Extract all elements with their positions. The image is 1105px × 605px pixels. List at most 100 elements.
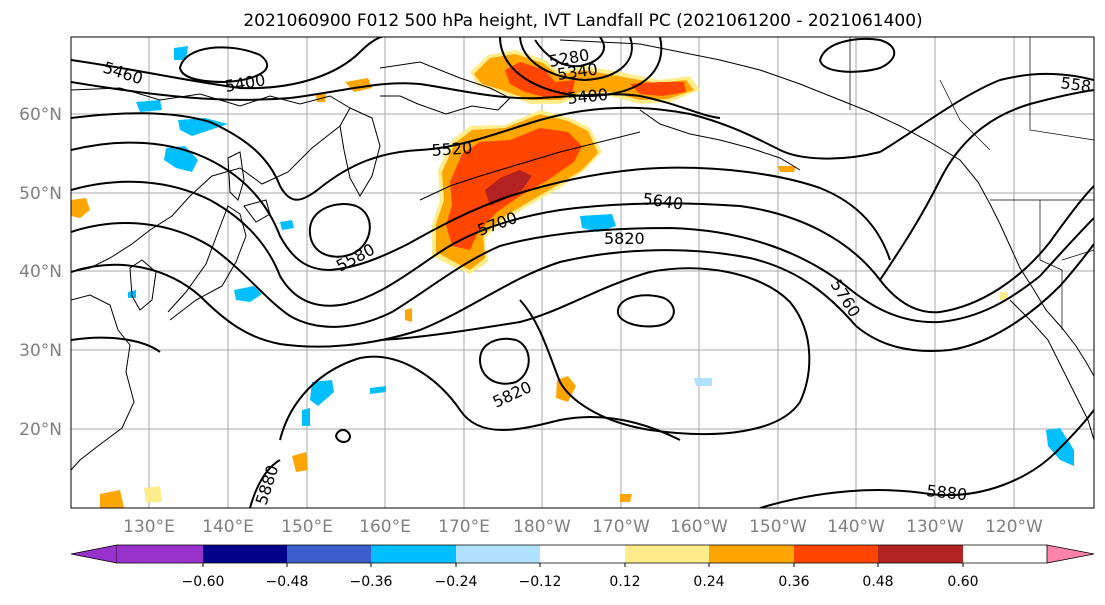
longitude-label: 160°W bbox=[670, 517, 728, 537]
ivt-neg-12 bbox=[694, 378, 712, 386]
colorbar-tick-label: 0.36 bbox=[778, 574, 809, 590]
coast-aleutians bbox=[419, 131, 641, 201]
colorbar-tick-label: −0.48 bbox=[266, 574, 309, 590]
colorbar-box bbox=[203, 545, 287, 563]
contour-east-loop bbox=[818, 38, 896, 73]
contour-sw-880 bbox=[249, 459, 281, 508]
contour-label-558: 558 bbox=[1059, 73, 1092, 96]
height-contours bbox=[71, 37, 1094, 508]
colorbar-box bbox=[287, 545, 371, 563]
contour-5820 bbox=[71, 267, 811, 436]
coast-korea bbox=[129, 259, 157, 311]
latitude-label: 20°N bbox=[19, 420, 62, 440]
colorbar-tick-label: 0.24 bbox=[693, 574, 724, 590]
contour-east-north-2 bbox=[879, 89, 1094, 281]
colorbar-box bbox=[878, 545, 963, 563]
longitude-label: 150°W bbox=[749, 517, 807, 537]
latitude-labels: 20°N 30°N 40°N 50°N 60°N bbox=[19, 105, 62, 440]
ivt-patch-sub6 bbox=[778, 166, 796, 172]
colorbar-box bbox=[117, 545, 203, 563]
colorbar-boxes bbox=[70, 544, 1095, 564]
coast-sakhalin bbox=[227, 151, 245, 201]
coast-chukotka bbox=[379, 61, 511, 115]
ivt-neg-2 bbox=[178, 118, 228, 136]
longitude-label: 170°W bbox=[592, 517, 650, 537]
ivt-patch-sub5 bbox=[405, 308, 412, 322]
colorbar-tick-label: −0.12 bbox=[519, 574, 562, 590]
latitude-label: 30°N bbox=[19, 341, 62, 361]
ivt-neg-10 bbox=[370, 386, 386, 394]
contour-5580-inner bbox=[308, 203, 371, 258]
contour-5640 bbox=[71, 180, 941, 314]
longitude-label: 150°E bbox=[281, 517, 333, 537]
map-panel: 5460 5400 5280 5340 5400 5520 5640 5700 … bbox=[70, 36, 1095, 509]
colorbar-tick-label: −0.60 bbox=[182, 574, 225, 590]
coast-baja bbox=[1009, 299, 1094, 441]
contour-5340 bbox=[519, 37, 633, 82]
contour-5760 bbox=[71, 243, 1094, 352]
ivt-neg-1 bbox=[136, 100, 162, 112]
longitude-label: 160°E bbox=[359, 517, 411, 537]
contour-east-north-1 bbox=[939, 185, 1094, 313]
latitude-label: 50°N bbox=[19, 184, 62, 204]
colorbar-tick-label: 0.48 bbox=[862, 574, 893, 590]
colorbar-box bbox=[794, 545, 878, 563]
contour-5460 bbox=[71, 37, 383, 90]
map-frame bbox=[70, 36, 1095, 509]
longitude-label: 140°E bbox=[202, 517, 254, 537]
ivt-plume-core bbox=[485, 170, 532, 206]
contour-5580-east bbox=[879, 72, 1094, 153]
contour-5880-main bbox=[279, 355, 681, 441]
ivt-patch-w1 bbox=[71, 198, 90, 218]
colorbar-extend-max bbox=[1046, 544, 1095, 564]
border-canada-provinces bbox=[939, 37, 1094, 151]
contour-5520 bbox=[71, 106, 881, 201]
latitude-label: 60°N bbox=[19, 105, 62, 125]
contour-5400 bbox=[71, 81, 721, 119]
longitude-label: 120°W bbox=[985, 517, 1043, 537]
map-background bbox=[71, 37, 1094, 508]
colorbar-box bbox=[540, 545, 625, 563]
longitude-label: 130°E bbox=[123, 517, 175, 537]
colorbar-tick-labels: −0.60 −0.48 −0.36 −0.24 −0.12 0.12 0.24 0.36 0.4… bbox=[182, 563, 979, 590]
colorbar: −0.60 −0.48 −0.36 −0.24 −0.12 0.12 0.24 0.36 0.4… bbox=[70, 544, 1095, 590]
coastlines bbox=[71, 39, 1094, 471]
contour-label-5820-a: 5820 bbox=[604, 229, 645, 248]
colorbar-box bbox=[625, 545, 709, 563]
ivt-patch-sub4 bbox=[144, 486, 162, 502]
longitude-label: 170°E bbox=[438, 517, 490, 537]
latitude-label: 40°N bbox=[19, 262, 62, 282]
ivt-patch-sub3 bbox=[100, 490, 124, 508]
ivt-neg-6 bbox=[234, 286, 262, 302]
coast-japan bbox=[167, 205, 247, 321]
colorbar-box bbox=[371, 545, 456, 563]
contour-sw-small bbox=[334, 429, 352, 443]
contour-5700 bbox=[71, 217, 1094, 328]
contour-5400-west bbox=[178, 46, 268, 84]
contour-label-5520: 5520 bbox=[431, 138, 473, 160]
ivt-patch-sub8 bbox=[1000, 292, 1008, 300]
contour-5400-ne bbox=[499, 37, 663, 98]
coast-kamchatka bbox=[339, 107, 381, 197]
colorbar-tick-label: −0.24 bbox=[435, 574, 478, 590]
ivt-neg-5 bbox=[580, 214, 616, 232]
ivt-neg-4 bbox=[174, 46, 188, 60]
ivt-neg-9 bbox=[302, 408, 310, 426]
colorbar-box bbox=[456, 545, 540, 563]
longitude-label: 140°W bbox=[827, 517, 885, 537]
ivt-neg-7 bbox=[280, 220, 294, 230]
longitude-label: 180°W bbox=[513, 517, 571, 537]
contour-label-5400-ne: 5400 bbox=[566, 85, 608, 108]
ivt-alaska-high bbox=[505, 62, 575, 98]
colorbar-tick-label: −0.36 bbox=[350, 574, 393, 590]
longitude-labels: 130°E 140°E 150°E 160°E 170°E 180°W 170°W 160°W… bbox=[123, 517, 1043, 537]
colorbar-tick-label: 0.12 bbox=[609, 574, 640, 590]
coast-alaska-peninsula bbox=[639, 109, 801, 171]
ivt-patch-sub7 bbox=[620, 494, 632, 502]
ivt-patch-sub2 bbox=[292, 452, 308, 472]
contour-label-5880-east: 5880 bbox=[926, 481, 968, 504]
political-boundaries bbox=[849, 37, 1094, 330]
coast-alaska bbox=[559, 39, 1094, 377]
